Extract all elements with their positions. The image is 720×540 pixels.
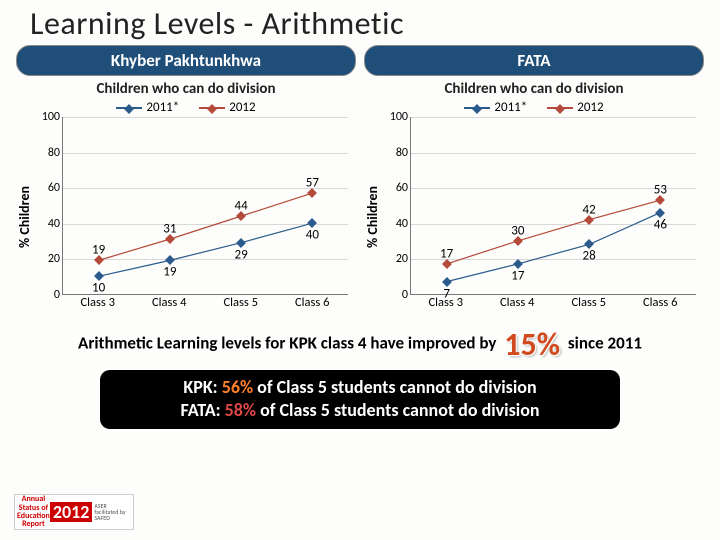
panel-kpk: Khyber Pakhtunkhwa Children who can do d… — [16, 45, 356, 317]
data-label: 31 — [163, 222, 176, 237]
y-axis-label: % Children — [16, 117, 34, 317]
legend-a: 2011* — [146, 100, 179, 115]
x-tick: Class 4 — [482, 295, 554, 317]
data-label: 57 — [306, 176, 319, 191]
y-axis-label: % Children — [364, 117, 382, 317]
panel-subtitle-fata: Children who can do division — [364, 80, 704, 98]
legend-fata: 2011* 2012 — [364, 100, 704, 115]
summary-highlight: 15% — [504, 325, 560, 364]
panel-header-kpk: Khyber Pakhtunkhwa — [16, 45, 356, 76]
data-label: 40 — [306, 228, 319, 243]
data-label: 28 — [583, 249, 596, 264]
data-label: 53 — [654, 183, 667, 198]
y-tick: 80 — [396, 146, 408, 160]
chart-kpk: % Children 020406080100 1019294019314457… — [16, 117, 356, 317]
data-label: 19 — [163, 265, 176, 280]
badge-line2: Education Report — [17, 512, 50, 529]
charts-row: Khyber Pakhtunkhwa Children who can do d… — [0, 43, 720, 317]
x-tick: Class 3 — [62, 295, 134, 317]
legend-b: 2012 — [229, 100, 255, 115]
bottom-callout: KPK: 56% of Class 5 students cannot do d… — [100, 370, 620, 429]
kpk-pct: 56% — [222, 376, 253, 398]
summary-pre: Arithmetic Learning levels for KPK class… — [78, 333, 496, 354]
data-label: 17 — [440, 246, 453, 261]
y-tick: 40 — [48, 217, 60, 231]
x-tick: Class 3 — [410, 295, 482, 317]
data-label: 19 — [92, 243, 105, 258]
y-tick: 60 — [396, 181, 408, 195]
x-tick: Class 5 — [205, 295, 277, 317]
data-label: 29 — [235, 247, 248, 262]
badge-line1: Annual Status of — [17, 495, 50, 512]
panel-header-fata: FATA — [364, 45, 704, 76]
data-label: 46 — [654, 217, 667, 232]
data-label: 42 — [583, 202, 596, 217]
badge-tag: ASER facilitated by SAFED — [92, 503, 131, 521]
fata-pct: 58% — [225, 399, 256, 421]
data-label: 17 — [511, 268, 524, 283]
badge-year: 2012 — [50, 502, 93, 522]
y-tick: 20 — [48, 252, 60, 266]
x-tick: Class 6 — [625, 295, 697, 317]
y-tick: 100 — [390, 110, 408, 124]
fata-line-post: of Class 5 students cannot do division — [256, 399, 540, 421]
data-label: 10 — [92, 281, 105, 296]
y-tick: 100 — [42, 110, 60, 124]
fata-line-pre: FATA: — [180, 399, 224, 421]
summary-post: since 2011 — [568, 333, 642, 354]
x-tick: Class 5 — [553, 295, 625, 317]
y-tick: 80 — [48, 146, 60, 160]
panel-subtitle-kpk: Children who can do division — [16, 80, 356, 98]
data-label: 30 — [511, 223, 524, 238]
page-title: Learning Levels - Arithmetic — [0, 0, 720, 43]
x-tick: Class 6 — [277, 295, 349, 317]
legend-b: 2012 — [577, 100, 603, 115]
legend-kpk: 2011* 2012 — [16, 100, 356, 115]
y-tick: 20 — [396, 252, 408, 266]
legend-a: 2011* — [494, 100, 527, 115]
data-label: 44 — [235, 199, 248, 214]
aser-badge: Annual Status of Education Report 2012 A… — [14, 494, 134, 530]
chart-fata: % Children 020406080100 717284617304253 … — [364, 117, 704, 317]
panel-fata: FATA Children who can do division 2011* … — [364, 45, 704, 317]
y-tick: 60 — [48, 181, 60, 195]
y-tick: 0 — [402, 288, 408, 302]
y-tick: 0 — [54, 288, 60, 302]
kpk-line-post: of Class 5 students cannot do division — [253, 376, 537, 398]
x-tick: Class 4 — [134, 295, 206, 317]
y-tick: 40 — [396, 217, 408, 231]
kpk-line-pre: KPK: — [183, 376, 221, 398]
summary-line: Arithmetic Learning levels for KPK class… — [0, 325, 720, 364]
